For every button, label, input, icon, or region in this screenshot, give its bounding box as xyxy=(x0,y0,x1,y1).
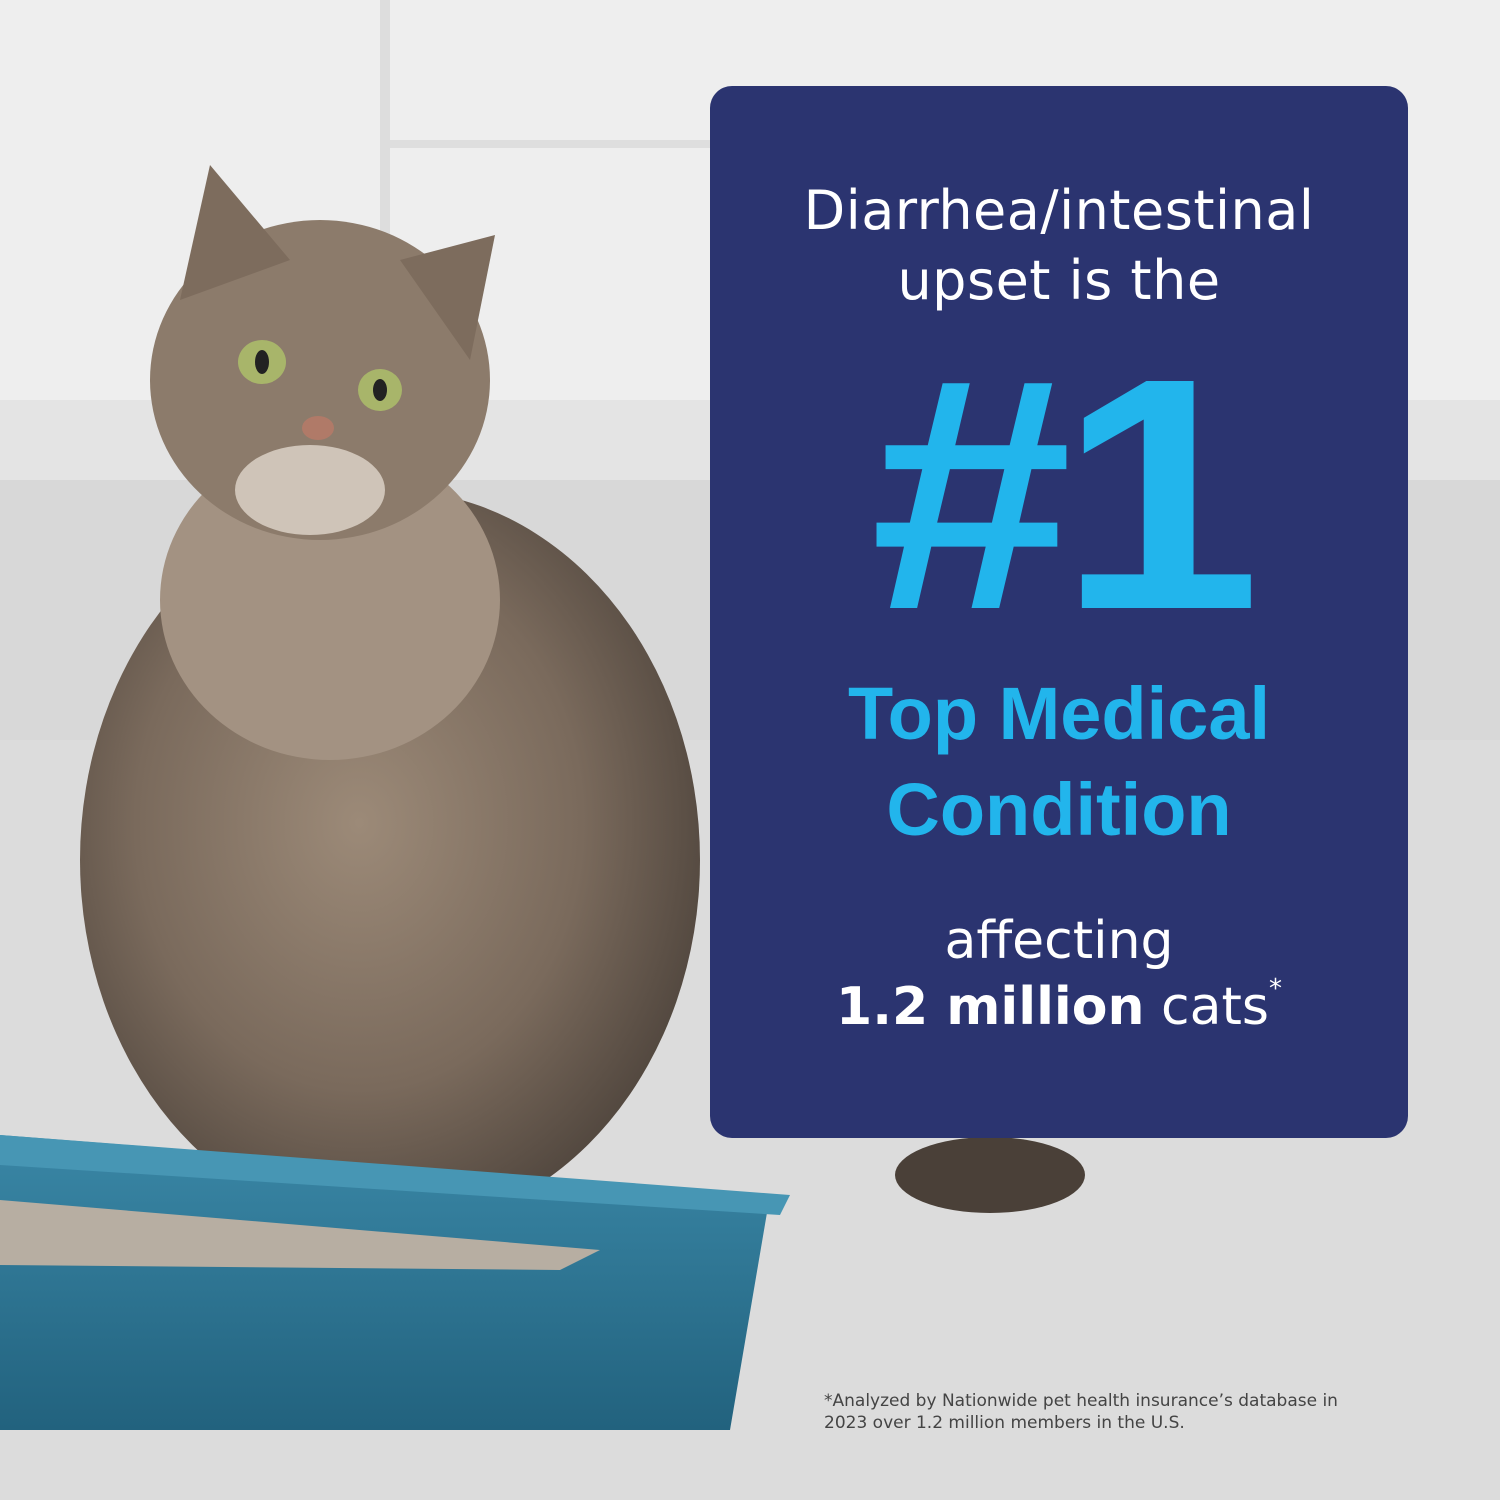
footnote: *Analyzed by Nationwide pet health insur… xyxy=(824,1390,1424,1434)
intro-line-1: Diarrhea/intestinal xyxy=(803,179,1315,242)
affecting-label: affecting xyxy=(944,911,1174,971)
condition-line-2: Condition xyxy=(886,768,1232,851)
affected-count: 1.2 million xyxy=(836,977,1145,1037)
intro-line-2: upset is the xyxy=(897,249,1221,312)
affected-stat: affecting 1.2 million cats* xyxy=(710,908,1408,1040)
rank-headline: #1 xyxy=(870,309,1261,678)
intro-text: Diarrhea/intestinal upset is the xyxy=(710,176,1408,316)
condition-line-1: Top Medical xyxy=(847,672,1271,755)
footnote-line-2: 2023 over 1.2 million members in the U.S… xyxy=(824,1413,1185,1433)
condition-heading: Top Medical Condition xyxy=(710,666,1408,858)
info-panel: Diarrhea/intestinal upset is the #1 Top … xyxy=(710,86,1408,1138)
affected-subject: cats xyxy=(1144,977,1269,1037)
footnote-line-1: *Analyzed by Nationwide pet health insur… xyxy=(824,1391,1338,1411)
footnote-marker: * xyxy=(1268,974,1282,1004)
